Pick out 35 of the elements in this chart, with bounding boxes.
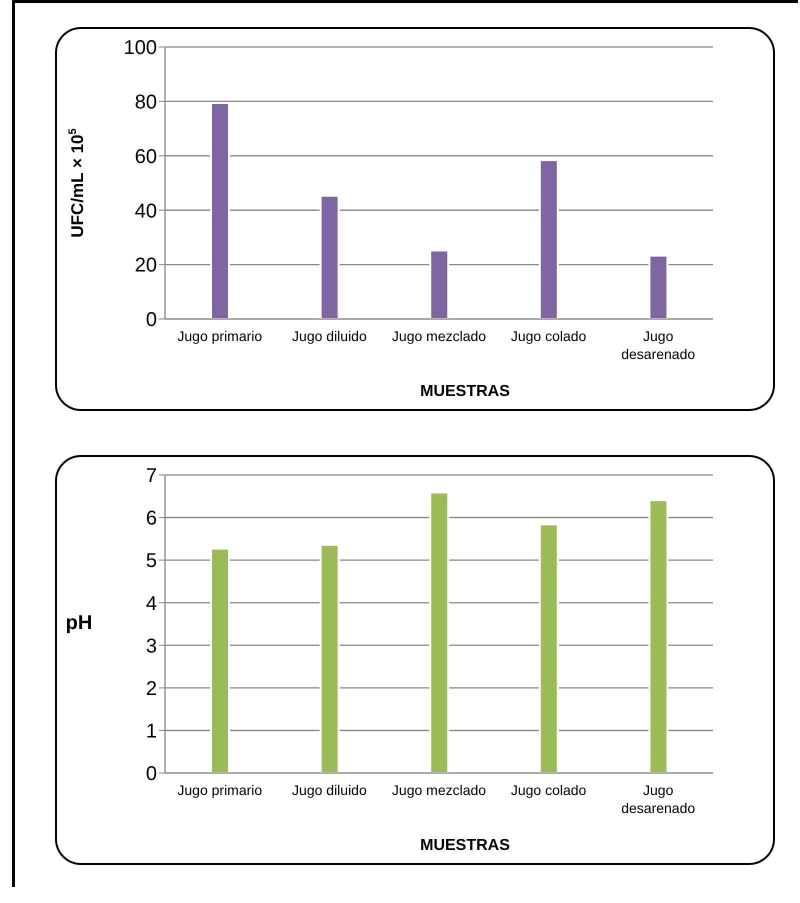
bar [210, 548, 230, 773]
y-tick-label: 0 [146, 309, 157, 332]
bar [320, 194, 340, 319]
bar [538, 523, 559, 773]
x-tick-label: Jugo diluido [292, 782, 367, 798]
y-tick-label: 1 [146, 720, 157, 743]
x-tick-label: Jugo colado [510, 782, 587, 798]
x-tick-label: Jugo desarenado [621, 328, 696, 362]
x-axis-title: MUESTRAS [419, 383, 511, 401]
x-tick-label: Jugo primario [177, 328, 262, 344]
y-tick-label: 100 [124, 37, 157, 60]
y-tick-label: 40 [134, 200, 157, 222]
x-tick-label: Jugo desarenado [621, 782, 696, 816]
x-tick-label: Jugo diluido [292, 328, 367, 344]
y-tick-label: 0 [146, 763, 157, 786]
y-tick-label: 20 [134, 254, 157, 277]
y-tick-label: 3 [146, 635, 157, 658]
bar [648, 254, 668, 319]
y-tick-label: 2 [146, 678, 157, 700]
x-axis-title: MUESTRAS [419, 837, 511, 855]
bar [210, 102, 230, 319]
y-tick-label: 6 [146, 508, 157, 530]
y-tick-label: 60 [134, 146, 157, 168]
y-tick-label: 4 [146, 592, 157, 615]
y-tick-label: 80 [134, 92, 157, 114]
y-tick-label: 5 [146, 550, 157, 572]
bar [320, 544, 340, 773]
x-tick-label: Jugo mezclado [392, 328, 486, 344]
y-tick-label: 7 [146, 465, 157, 488]
x-tick-label: Jugo colado [510, 328, 587, 344]
x-tick-label: Jugo mezclado [392, 782, 486, 798]
y-axis-title: pH [66, 612, 92, 634]
bar [648, 499, 668, 773]
x-tick-label: Jugo primario [177, 782, 262, 798]
bar [538, 159, 559, 319]
